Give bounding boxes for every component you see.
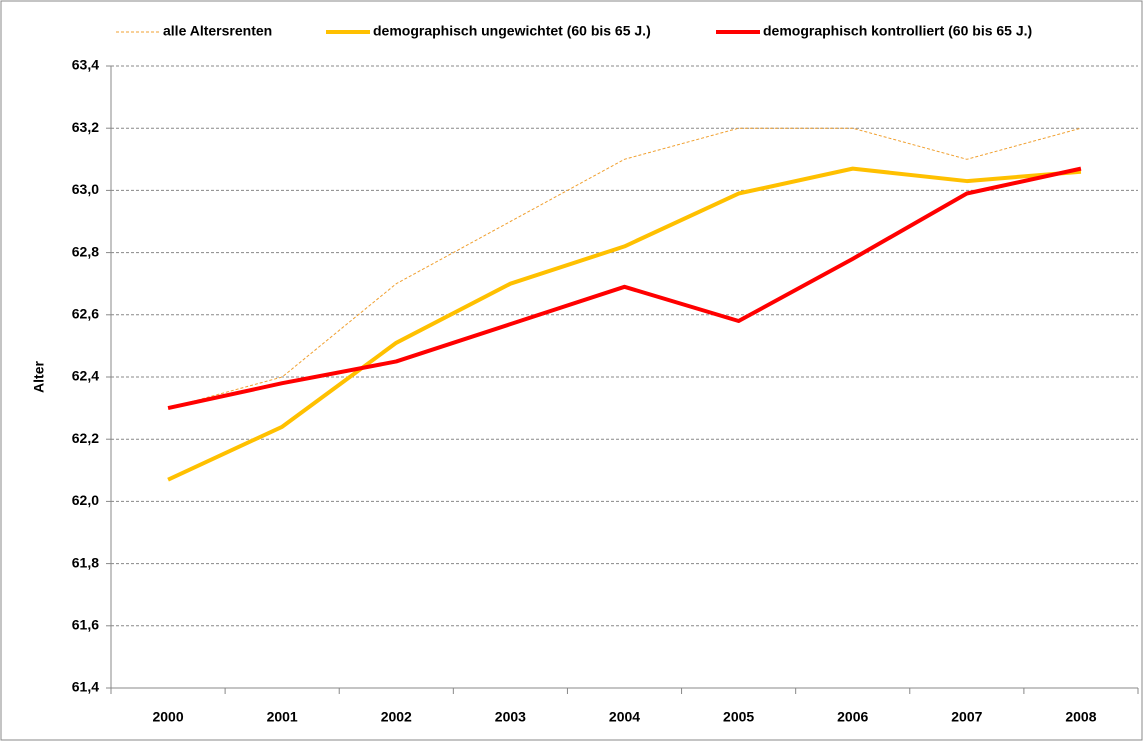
y-tick-label: 61,6 <box>72 617 99 633</box>
legend-label: demographisch kontrolliert (60 bis 65 J.… <box>763 23 1032 39</box>
series-line <box>167 166 1082 411</box>
x-tick-label: 2007 <box>951 709 982 725</box>
x-tick-label: 2000 <box>152 709 183 725</box>
legend-label: demographisch ungewichtet (60 bis 65 J.) <box>373 23 651 39</box>
y-tick-label: 62,6 <box>72 306 99 322</box>
y-tick-label: 63,4 <box>72 57 99 73</box>
x-tick-label: 2002 <box>381 709 412 725</box>
series-line <box>167 166 1082 482</box>
y-tick-label: 63,0 <box>72 181 99 197</box>
x-tick-label: 2006 <box>837 709 868 725</box>
x-tick-label: 2001 <box>267 709 298 725</box>
x-tick-label: 2005 <box>723 709 754 725</box>
y-tick-label: 61,8 <box>72 554 99 570</box>
series-line <box>167 127 1082 409</box>
y-tick-label: 62,4 <box>72 368 99 384</box>
y-tick-label: 62,0 <box>72 492 99 508</box>
x-tick-label: 2008 <box>1065 709 1096 725</box>
x-tick-label: 2004 <box>609 709 640 725</box>
y-axis-label: Alter <box>31 361 47 393</box>
y-tick-label: 62,8 <box>72 243 99 259</box>
x-tick-label: 2003 <box>495 709 526 725</box>
y-tick-label: 61,4 <box>72 679 99 695</box>
legend-label: alle Altersrenten <box>163 23 272 39</box>
y-tick-label: 62,2 <box>72 430 99 446</box>
y-tick-label: 63,2 <box>72 119 99 135</box>
